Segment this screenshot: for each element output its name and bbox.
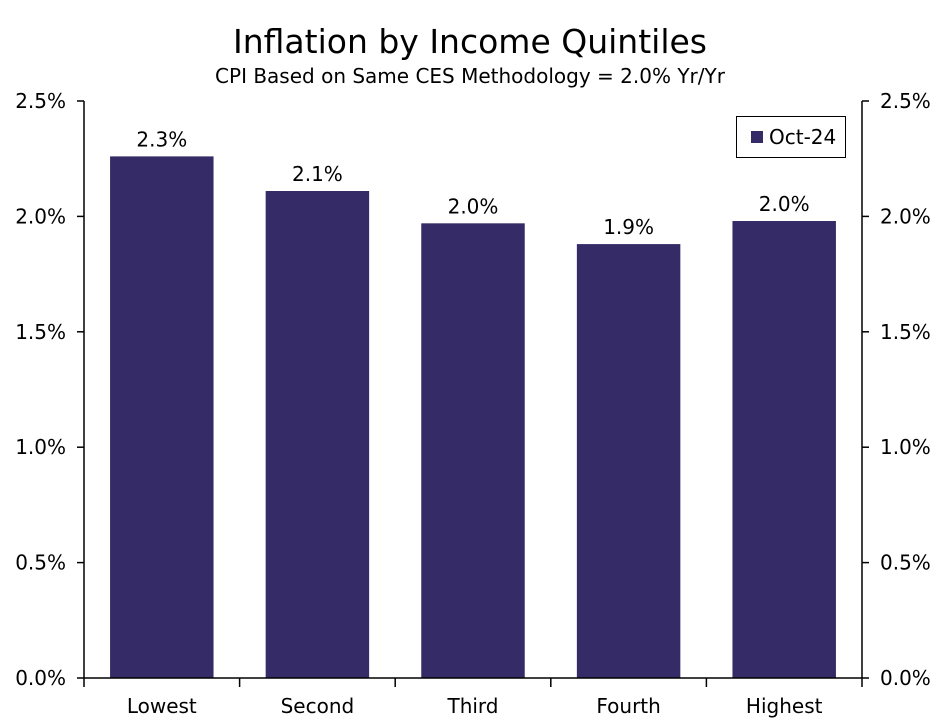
y-tick-label-left: 2.0% [15,204,66,228]
x-category-label: Lowest [127,694,197,718]
x-category-label: Highest [746,694,823,718]
x-category-label: Fourth [596,694,660,718]
y-tick-label-right: 0.0% [880,666,931,690]
legend-label: Oct-24 [769,125,837,149]
legend-swatch [751,131,763,143]
chart-title: Inflation by Income Quintiles [233,22,707,61]
bar [732,221,836,679]
y-tick-label-right: 2.5% [880,89,931,113]
data-label: 2.3% [136,127,187,151]
data-label: 1.9% [603,215,654,239]
x-category-label: Second [281,694,355,718]
y-tick-label-right: 1.0% [880,435,931,459]
chart-subtitle: CPI Based on Same CES Methodology = 2.0%… [215,64,725,88]
y-tick-label-left: 1.0% [15,435,66,459]
labels-group: 2.3% 2.1% 2.0% 1.9% 2.0% 0.0% 0.0% 0.5% 0.5% 1.0%… [15,89,931,718]
y-tick-label-left: 1.5% [15,320,66,344]
data-label: 2.1% [292,162,343,186]
axes-group [77,100,869,687]
y-tick-label-right: 0.5% [880,551,931,575]
data-label: 2.0% [448,194,499,218]
bar [421,223,525,678]
data-label: 2.0% [759,192,810,216]
bar [110,156,214,679]
y-tick-label-right: 1.5% [880,320,931,344]
bars-group [110,156,836,679]
y-tick-label-right: 2.0% [880,204,931,228]
bar [265,191,370,678]
y-tick-label-left: 0.0% [15,666,66,690]
bar [576,244,681,678]
x-category-label: Third [446,694,498,718]
y-tick-label-left: 0.5% [15,551,66,575]
legend: Oct-24 [736,116,846,158]
y-tick-label-left: 2.5% [15,89,66,113]
